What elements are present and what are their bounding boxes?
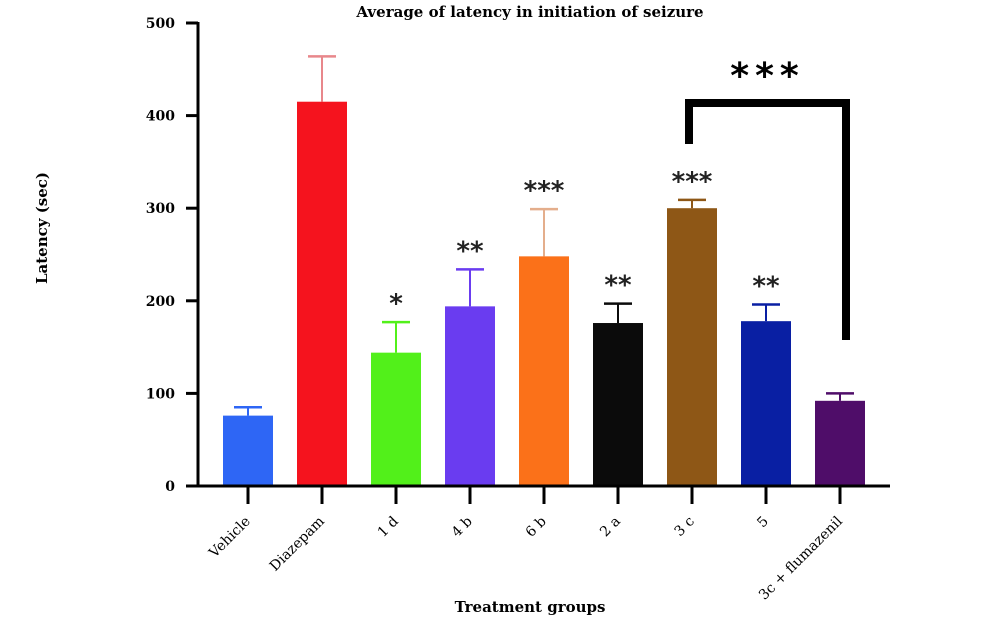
comparison-bracket (685, 99, 850, 340)
comparison-label: *** (730, 56, 804, 97)
significance-label: ** (604, 271, 632, 301)
y-tick-label: 100 (146, 386, 175, 402)
bar (223, 415, 273, 486)
bar (593, 323, 643, 486)
y-tick-label: 200 (146, 294, 175, 310)
significance-label: *** (672, 167, 713, 197)
significance-label: ** (456, 236, 484, 266)
x-tick-label: 2 a (597, 514, 624, 541)
bar (741, 321, 791, 486)
y-tick-label: 400 (146, 109, 175, 125)
y-tick-label: 500 (146, 16, 175, 32)
significance-label: ** (752, 272, 780, 302)
y-tick-label: 0 (165, 479, 175, 495)
bar (445, 306, 495, 486)
chart-title: Average of latency in initiation of seiz… (355, 3, 703, 21)
x-tick-label: 3 c (672, 513, 698, 539)
x-tick-label: Diazepam (267, 514, 328, 575)
bar (297, 101, 347, 487)
y-axis-label: Latency (sec) (33, 172, 51, 284)
plot-area: 0 100 200 300 400 500 Vehicle Diazepam 1 d 4 b 6 b… (146, 16, 890, 603)
y-tick-label: 300 (146, 201, 175, 217)
bar (667, 208, 717, 486)
x-tick-label: 1 d (375, 513, 402, 540)
bar (519, 256, 569, 486)
significance-label: *** (524, 176, 565, 206)
significance-label: * (389, 289, 403, 319)
x-tick-label: Vehicle (206, 514, 254, 562)
bar (371, 352, 421, 486)
x-tick-label: 6 b (523, 513, 550, 540)
bar (815, 400, 865, 486)
x-axis-label: Treatment groups (455, 598, 606, 616)
x-tick-label: 5 (754, 514, 772, 532)
x-tick-label: 4 b (449, 513, 476, 540)
